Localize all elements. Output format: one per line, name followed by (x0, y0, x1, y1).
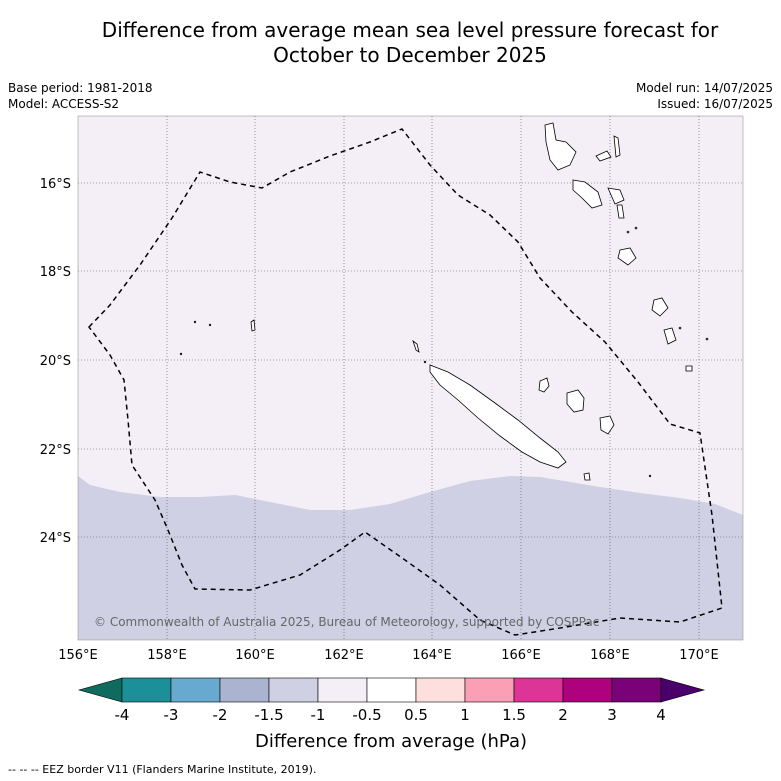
colorbar-bin-6 (366, 677, 417, 703)
graticule (78, 116, 743, 640)
cb-tick-1: -4 (115, 706, 130, 724)
ouvea-island (538, 377, 550, 393)
model-name: Model: ACCESS-S2 (8, 97, 120, 111)
lon-label-166: 166°E (501, 648, 541, 663)
colorbar-bin-10 (562, 677, 613, 703)
colorbar-bin-7 (415, 677, 466, 703)
small-islet-a (250, 319, 256, 332)
colorbar-ticks: -4 -3 -2 -1.5 -1 -0.5 0.5 1 1.5 2 3 4 (115, 706, 666, 724)
eez-footnote: -- -- -- EEZ border V11 (Flanders Marine… (8, 763, 317, 776)
lat-label-24: 24°S (40, 531, 71, 546)
espiritu-santo-island (544, 122, 577, 171)
islet-dot-9 (423, 360, 427, 364)
lat-label-22: 22°S (40, 443, 71, 458)
cb-tick-4: -1.5 (254, 706, 283, 724)
lifou-island (566, 389, 585, 413)
eez-border (88, 128, 723, 636)
colorbar-bin-1 (121, 677, 172, 703)
maewo-island (613, 135, 621, 158)
lat-label-18: 18°S (40, 265, 71, 280)
islet-dot-5 (705, 337, 709, 341)
meta-left: Base period: 1981-2018 Model: ACCESS-S2 (8, 80, 153, 112)
malekula-island (572, 179, 603, 209)
lon-label-168: 168°E (590, 648, 630, 663)
lat-label-20: 20°S (40, 354, 71, 369)
copyright-text: © Commonwealth of Australia 2025, Bureau… (94, 615, 599, 629)
base-period: Base period: 1981-2018 (8, 81, 153, 95)
mare-island (599, 415, 615, 435)
islet-dot-3 (179, 352, 183, 356)
islet-dot-7 (634, 226, 638, 230)
cb-tick-10: 2 (558, 706, 568, 724)
field-lower (78, 476, 743, 640)
islet-dot-1 (193, 320, 197, 324)
colorbar-bin-3 (219, 677, 270, 703)
isle-of-pines (583, 472, 591, 481)
map-frame (77, 115, 744, 641)
title-line-2: October to December 2025 (273, 43, 547, 67)
colorbar-bin-8 (464, 677, 515, 703)
colorbar-extend-low (77, 677, 123, 703)
lon-label-156: 156°E (58, 648, 98, 663)
lon-label-162: 162°E (324, 648, 364, 663)
lon-tick-labels: 156°E 158°E 160°E 162°E 164°E 166°E 168°… (58, 648, 719, 663)
cb-tick-7: 0.5 (404, 706, 428, 724)
islet-dot-2 (208, 323, 212, 327)
colorbar-label: Difference from average (hPa) (255, 731, 527, 752)
title-line-1: Difference from average mean sea level p… (101, 18, 719, 42)
islet-dot-6 (626, 230, 630, 234)
colorbar-bin-11 (611, 677, 662, 703)
model-run: Model run: 14/07/2025 (635, 81, 773, 95)
islet-dot-8 (648, 474, 652, 478)
cb-tick-11: 3 (607, 706, 617, 724)
cb-tick-6: -0.5 (352, 706, 381, 724)
lon-label-164: 164°E (412, 648, 452, 663)
cb-tick-5: -1 (311, 706, 326, 724)
colorbar-extend-high (660, 677, 706, 703)
colorbar-bin-4 (268, 677, 319, 703)
colorbar-bin-5 (317, 677, 368, 703)
colorbar-bin-2 (170, 677, 221, 703)
ambae-island (595, 150, 612, 162)
lat-label-16: 16°S (40, 177, 71, 192)
map-title: Difference from average mean sea level p… (0, 18, 781, 68)
small-islet-b (616, 204, 625, 219)
new-caledonia-island (429, 364, 567, 469)
cb-tick-12: 4 (656, 706, 666, 724)
islet-dot-4 (678, 326, 682, 330)
efate-island (617, 247, 637, 266)
cb-tick-9: 1.5 (502, 706, 526, 724)
lat-tick-labels: 16°S 18°S 20°S 22°S 24°S (40, 177, 71, 546)
aneityum-island (685, 365, 693, 372)
tanna-island (663, 327, 677, 345)
lon-label-158: 158°E (147, 648, 187, 663)
lon-label-170: 170°E (679, 648, 719, 663)
cb-tick-2: -3 (164, 706, 179, 724)
issued-date: Issued: 16/07/2025 (657, 97, 773, 111)
pentecost-island (607, 187, 625, 205)
lon-label-160: 160°E (235, 648, 275, 663)
erromango-island (651, 297, 669, 317)
map-panel: © Commonwealth of Australia 2025, Bureau… (77, 115, 744, 641)
coastlines (179, 122, 709, 481)
cb-tick-3: -2 (213, 706, 228, 724)
meta-right: Model run: 14/07/2025 Issued: 16/07/2025 (636, 80, 773, 112)
belep-islands (412, 339, 420, 353)
colorbar (77, 677, 706, 703)
cb-tick-8: 1 (460, 706, 470, 724)
colorbar-bin-9 (513, 677, 564, 703)
